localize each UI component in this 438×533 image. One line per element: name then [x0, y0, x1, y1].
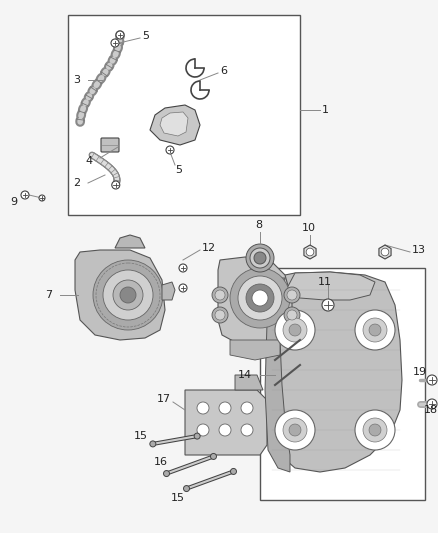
Circle shape [283, 318, 307, 342]
Circle shape [250, 248, 270, 268]
Polygon shape [265, 278, 290, 472]
Circle shape [212, 287, 228, 303]
Circle shape [287, 310, 297, 320]
Bar [260, 268, 425, 500]
Circle shape [215, 310, 225, 320]
Circle shape [275, 410, 315, 450]
Text: 9: 9 [11, 197, 18, 207]
Text: 16: 16 [154, 457, 168, 467]
Circle shape [120, 287, 136, 303]
Circle shape [252, 290, 268, 306]
Text: 5: 5 [175, 165, 182, 175]
FancyBboxPatch shape [101, 138, 119, 152]
Circle shape [230, 469, 237, 474]
Circle shape [39, 195, 45, 201]
Circle shape [241, 424, 253, 436]
Circle shape [246, 244, 274, 272]
Text: 11: 11 [318, 277, 332, 287]
Polygon shape [265, 272, 402, 472]
Text: 12: 12 [202, 243, 216, 253]
Circle shape [238, 276, 282, 320]
Text: 5: 5 [142, 31, 149, 41]
Text: 15: 15 [134, 431, 148, 441]
Circle shape [289, 424, 301, 436]
Circle shape [194, 433, 200, 439]
Text: 15: 15 [171, 493, 185, 503]
Text: 3: 3 [73, 75, 80, 85]
Polygon shape [304, 245, 316, 259]
Text: 2: 2 [73, 178, 80, 188]
Circle shape [322, 299, 334, 311]
Circle shape [219, 424, 231, 436]
Text: 1: 1 [322, 105, 329, 115]
Circle shape [355, 310, 395, 350]
Circle shape [369, 324, 381, 336]
Circle shape [179, 284, 187, 292]
Polygon shape [115, 235, 145, 248]
Text: 14: 14 [238, 370, 252, 380]
Circle shape [116, 31, 124, 39]
Circle shape [275, 310, 315, 350]
Polygon shape [218, 257, 292, 344]
Text: 17: 17 [157, 394, 171, 404]
Text: 8: 8 [255, 220, 262, 230]
Text: 19: 19 [413, 367, 427, 377]
Polygon shape [150, 105, 200, 145]
Circle shape [254, 252, 266, 264]
Bar [68, 15, 300, 215]
Circle shape [215, 290, 225, 300]
Text: 6: 6 [220, 66, 227, 76]
Circle shape [184, 486, 190, 491]
Circle shape [21, 191, 29, 199]
Polygon shape [379, 245, 391, 259]
Circle shape [381, 248, 389, 256]
Polygon shape [285, 272, 375, 300]
Circle shape [306, 248, 314, 256]
Circle shape [197, 424, 209, 436]
Circle shape [150, 441, 156, 447]
Circle shape [113, 280, 143, 310]
Circle shape [197, 402, 209, 414]
Circle shape [241, 402, 253, 414]
Circle shape [284, 287, 300, 303]
Circle shape [363, 318, 387, 342]
Circle shape [93, 260, 163, 330]
Circle shape [179, 264, 187, 272]
Polygon shape [160, 112, 188, 136]
Circle shape [427, 399, 437, 409]
Polygon shape [235, 375, 263, 390]
Circle shape [230, 268, 290, 328]
Circle shape [287, 290, 297, 300]
Text: 10: 10 [302, 223, 316, 233]
Circle shape [163, 471, 170, 477]
Circle shape [369, 424, 381, 436]
Circle shape [283, 418, 307, 442]
Circle shape [103, 270, 153, 320]
Circle shape [111, 39, 119, 47]
Circle shape [212, 307, 228, 323]
Circle shape [427, 375, 437, 385]
Circle shape [246, 284, 274, 312]
Text: 13: 13 [412, 245, 426, 255]
Polygon shape [162, 282, 175, 300]
Polygon shape [75, 250, 165, 340]
Text: 7: 7 [45, 290, 52, 300]
Text: 4: 4 [86, 156, 93, 166]
Circle shape [219, 402, 231, 414]
Circle shape [166, 146, 174, 154]
Polygon shape [230, 340, 280, 360]
Circle shape [355, 410, 395, 450]
Circle shape [289, 324, 301, 336]
Circle shape [112, 181, 120, 189]
Circle shape [211, 454, 216, 459]
Circle shape [363, 418, 387, 442]
Polygon shape [185, 390, 267, 455]
Text: 18: 18 [424, 405, 438, 415]
Circle shape [284, 307, 300, 323]
